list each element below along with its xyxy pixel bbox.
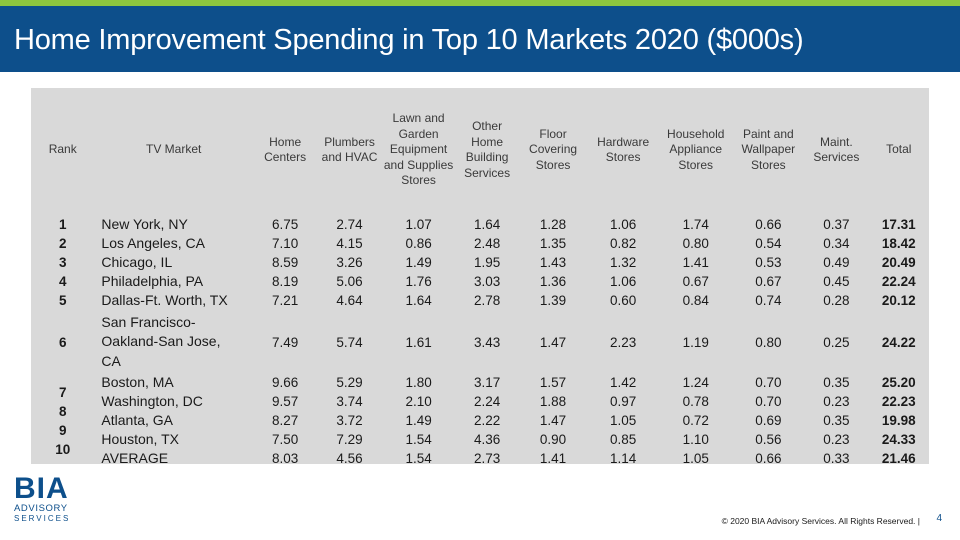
value-cell: 0.35 0.23 0.35 0.23 0.33 xyxy=(823,375,850,466)
spending-table-panel: Rank TV Market Home Centers Plumbers and… xyxy=(31,88,929,466)
value-cell: 1.80 2.10 1.49 1.54 1.54 xyxy=(405,375,432,466)
value-cell: 0.70 0.70 0.69 0.56 0.66 xyxy=(755,375,782,466)
col-header-rank: Rank xyxy=(48,142,77,157)
value-cell: 9.66 9.57 8.27 7.50 8.03 xyxy=(271,375,299,466)
value-cell: 0.37 0.34 0.49 0.45 0.28 xyxy=(823,216,850,308)
value-cell: 7.49 xyxy=(271,334,299,350)
value-cell: 1.57 1.88 1.47 0.90 1.41 xyxy=(539,375,567,466)
col-header-market: TV Market xyxy=(145,142,202,157)
rank-cell: 7 8 9 10 xyxy=(55,384,71,457)
logo-line-advisory: ADVISORY xyxy=(14,503,68,514)
total-cell: 25.20 22.23 19.98 24.33 21.46 xyxy=(881,375,916,466)
value-cell: 1.24 0.78 0.72 1.10 1.05 xyxy=(682,375,709,466)
value-cell: 2.23 xyxy=(609,334,637,350)
table-row: 1 2 3 4 5 New York, NY Los Angeles, CA Ch… xyxy=(31,212,929,312)
table-row: 6 San Francisco- Oakland-San Jose, CA 7.49… xyxy=(31,312,929,372)
market-cell: Boston, MA Washington, DC Atlanta, GA Ho… xyxy=(101,374,203,466)
value-cell: 1.42 0.97 1.05 0.85 1.14 xyxy=(609,375,637,466)
market-cell: San Francisco- Oakland-San Jose, CA xyxy=(101,313,221,369)
title-bar: Home Improvement Spending in Top 10 Mark… xyxy=(0,6,960,72)
market-cell: New York, NY Los Angeles, CA Chicago, IL… xyxy=(101,215,228,308)
rank-cell: 6 xyxy=(58,334,67,350)
value-cell: 6.75 7.10 8.59 8.19 7.21 xyxy=(271,216,299,308)
bia-logo: BIA ADVISORY SERVICES xyxy=(14,474,84,524)
col-header-home-centers: Home Centers xyxy=(264,134,307,165)
spending-table: Rank TV Market Home Centers Plumbers and… xyxy=(31,88,929,469)
value-cell: 0.80 xyxy=(755,334,782,350)
logo-line-services: SERVICES xyxy=(14,514,71,523)
table-row: 7 8 9 10 Boston, MA Washington, DC Atlan… xyxy=(31,372,929,469)
col-header-lawn-garden: Lawn and Garden Equipment and Supplies S… xyxy=(383,111,454,188)
col-header-hardware: Hardware Stores xyxy=(597,134,650,165)
col-header-total: Total xyxy=(886,142,912,157)
value-cell: 5.29 3.74 3.72 7.29 4.56 xyxy=(336,375,363,466)
value-cell: 0.66 0.54 0.53 0.67 0.74 xyxy=(755,216,782,308)
value-cell: 1.28 1.35 1.43 1.36 1.39 xyxy=(539,216,567,308)
top-accent-bar xyxy=(0,0,960,6)
col-header-paint-wallpaper: Paint and Wallpaper Stores xyxy=(741,126,796,172)
value-cell: 1.47 xyxy=(539,334,567,350)
page-number: 4 xyxy=(936,513,942,524)
table-body: 1 2 3 4 5 New York, NY Los Angeles, CA Ch… xyxy=(31,212,929,469)
value-cell: 1.61 xyxy=(405,334,432,350)
col-header-plumbers: Plumbers and HVAC xyxy=(321,134,378,165)
value-cell: 1.74 0.80 1.41 0.67 0.84 xyxy=(682,216,709,308)
value-cell: 0.25 xyxy=(823,334,850,350)
copyright-footer: © 2020 BIA Advisory Services. All Rights… xyxy=(721,516,920,526)
value-cell: 2.74 4.15 3.26 5.06 4.64 xyxy=(336,216,363,308)
table-header-row: Rank TV Market Home Centers Plumbers and… xyxy=(31,88,929,212)
col-header-household-appliance: Household Appliance Stores xyxy=(667,126,725,172)
col-header-maint-services: Maint. Services xyxy=(813,134,860,165)
total-cell: 17.31 18.42 20.49 22.24 20.12 xyxy=(881,216,916,308)
logo-mark: BIA xyxy=(14,472,69,505)
value-cell: 5.74 xyxy=(336,334,363,350)
value-cell: 1.06 0.82 1.32 1.06 0.60 xyxy=(609,216,637,308)
total-cell: 24.22 xyxy=(881,334,916,350)
value-cell: 1.64 2.48 1.95 3.03 2.78 xyxy=(473,216,501,308)
value-cell: 1.19 xyxy=(682,334,709,350)
value-cell: 3.17 2.24 2.22 4.36 2.73 xyxy=(473,375,501,466)
rank-cell: 1 2 3 4 5 xyxy=(58,216,67,308)
col-header-other-home-building: Other Home Building Services xyxy=(464,119,511,180)
value-cell: 1.07 0.86 1.49 1.76 1.64 xyxy=(405,216,432,308)
value-cell: 3.43 xyxy=(473,334,501,350)
slide-title: Home Improvement Spending in Top 10 Mark… xyxy=(14,24,804,56)
col-header-floor-covering: Floor Covering Stores xyxy=(529,126,578,172)
